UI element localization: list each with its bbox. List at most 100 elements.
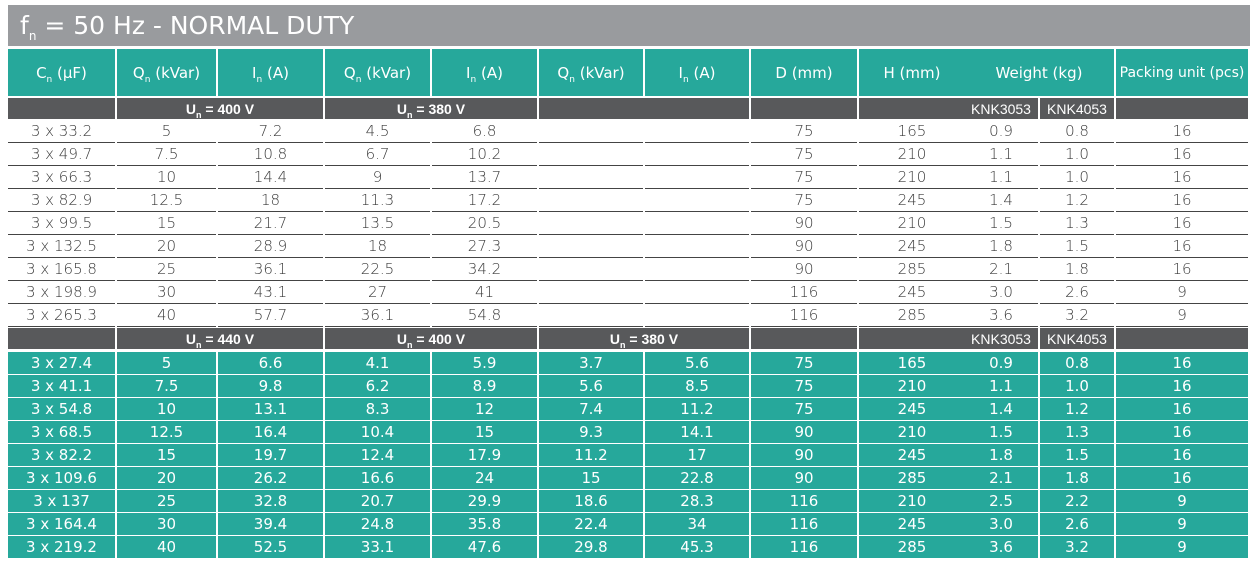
table-cell: 18: [325, 235, 430, 258]
table-cell: [539, 189, 643, 212]
table-cell: 17: [645, 444, 749, 467]
table-cell: 12.4: [325, 444, 430, 467]
table-cell: 27: [325, 281, 430, 304]
table-cell: 16: [1116, 352, 1248, 375]
table-cell: 14.1: [645, 421, 749, 444]
weight-model-label: KNK3053: [964, 98, 1038, 119]
table-cell: 6.8: [432, 120, 537, 143]
table-cell: [645, 212, 749, 235]
table-cell: 3 x 109.6: [8, 467, 115, 490]
table-cell: 90: [751, 444, 857, 467]
table-cell: 54.8: [432, 304, 537, 327]
table-cell: 22.8: [645, 467, 749, 490]
table-cell: 16: [1116, 444, 1248, 467]
table-cell: 21.7: [218, 212, 323, 235]
table-cell: 20.5: [432, 212, 537, 235]
table-cell: 0.9: [964, 120, 1038, 143]
table-cell: 2.1: [964, 467, 1038, 490]
table-cell: 25: [117, 490, 216, 513]
table-cell: 116: [751, 513, 857, 536]
table-cell: 0.9: [964, 352, 1038, 375]
table-cell: 4.1: [325, 352, 430, 375]
table-cell: 1.1: [964, 143, 1038, 166]
table-cell: 6.7: [325, 143, 430, 166]
table-cell: 9.8: [218, 375, 323, 398]
table-cell: 10: [117, 398, 216, 421]
table-cell: 12.5: [117, 421, 216, 444]
table-cell: 8.9: [432, 375, 537, 398]
table-cell: 1.2: [1040, 398, 1114, 421]
table-cell: 52.5: [218, 536, 323, 559]
subheader-blank: [859, 328, 965, 349]
table-cell: 30: [117, 513, 216, 536]
table-cell: 3 x 164.4: [8, 513, 115, 536]
table-cell: 1.5: [1040, 235, 1114, 258]
table-cell: 210: [859, 212, 965, 235]
column-header: Qn (kVar): [117, 49, 216, 96]
table-cell: 3 x 165.8: [8, 258, 115, 281]
table-cell: [645, 235, 749, 258]
voltage-group-label: Un = 400 V: [325, 328, 537, 349]
table-cell: 210: [859, 143, 965, 166]
table-cell: 22.5: [325, 258, 430, 281]
table-cell: 90: [751, 258, 857, 281]
column-header: In (A): [218, 49, 323, 96]
table-cell: 210: [859, 490, 965, 513]
table-cell: 75: [751, 166, 857, 189]
table-cell: 3.7: [539, 352, 643, 375]
table-cell: [539, 212, 643, 235]
table-cell: 16: [1116, 235, 1248, 258]
table-cell: 7.5: [117, 143, 216, 166]
table-cell: 9: [1116, 281, 1248, 304]
table-cell: 210: [859, 421, 965, 444]
table-cell: 18: [218, 189, 323, 212]
table-cell: 90: [751, 212, 857, 235]
table-cell: 285: [859, 536, 965, 559]
table-cell: [539, 258, 643, 281]
table-cell: 7.2: [218, 120, 323, 143]
table-cell: 11.2: [645, 398, 749, 421]
table-cell: 7.4: [539, 398, 643, 421]
table-cell: 3 x 66.3: [8, 166, 115, 189]
table-cell: 10.4: [325, 421, 430, 444]
table-cell: 7.5: [117, 375, 216, 398]
subheader-blank: [8, 98, 115, 119]
column-header: H (mm): [859, 49, 965, 96]
table-cell: 9: [1116, 536, 1248, 559]
table-cell: 16.6: [325, 467, 430, 490]
table-cell: 15: [117, 212, 216, 235]
table-cell: 6.2: [325, 375, 430, 398]
table-cell: 1.5: [964, 421, 1038, 444]
table-cell: 6.6: [218, 352, 323, 375]
table-cell: 4.5: [325, 120, 430, 143]
table-cell: 34: [645, 513, 749, 536]
table-cell: 3.0: [964, 513, 1038, 536]
table-cell: 17.9: [432, 444, 537, 467]
table-cell: 1.8: [1040, 467, 1114, 490]
table-cell: 24: [432, 467, 537, 490]
table-cell: 9: [325, 166, 430, 189]
table-cell: 19.7: [218, 444, 323, 467]
table-cell: 2.2: [1040, 490, 1114, 513]
table-cell: 3 x 33.2: [8, 120, 115, 143]
table-cell: 2.6: [1040, 513, 1114, 536]
table-cell: 165: [859, 352, 965, 375]
table-cell: [539, 143, 643, 166]
table-cell: 8.5: [645, 375, 749, 398]
table-cell: 16: [1116, 467, 1248, 490]
table-cell: 45.3: [645, 536, 749, 559]
table-cell: 35.8: [432, 513, 537, 536]
table-cell: 10.8: [218, 143, 323, 166]
table-cell: 245: [859, 189, 965, 212]
table-cell: 39.4: [218, 513, 323, 536]
table-cell: 1.0: [1040, 166, 1114, 189]
table-cell: 43.1: [218, 281, 323, 304]
table-cell: 285: [859, 258, 965, 281]
table-cell: 28.9: [218, 235, 323, 258]
table-cell: 3 x 219.2: [8, 536, 115, 559]
column-header: Cn (μF): [8, 49, 115, 96]
table-cell: 1.3: [1040, 421, 1114, 444]
subheader-blank: [751, 328, 857, 349]
table-cell: 13.5: [325, 212, 430, 235]
table-cell: 75: [751, 143, 857, 166]
